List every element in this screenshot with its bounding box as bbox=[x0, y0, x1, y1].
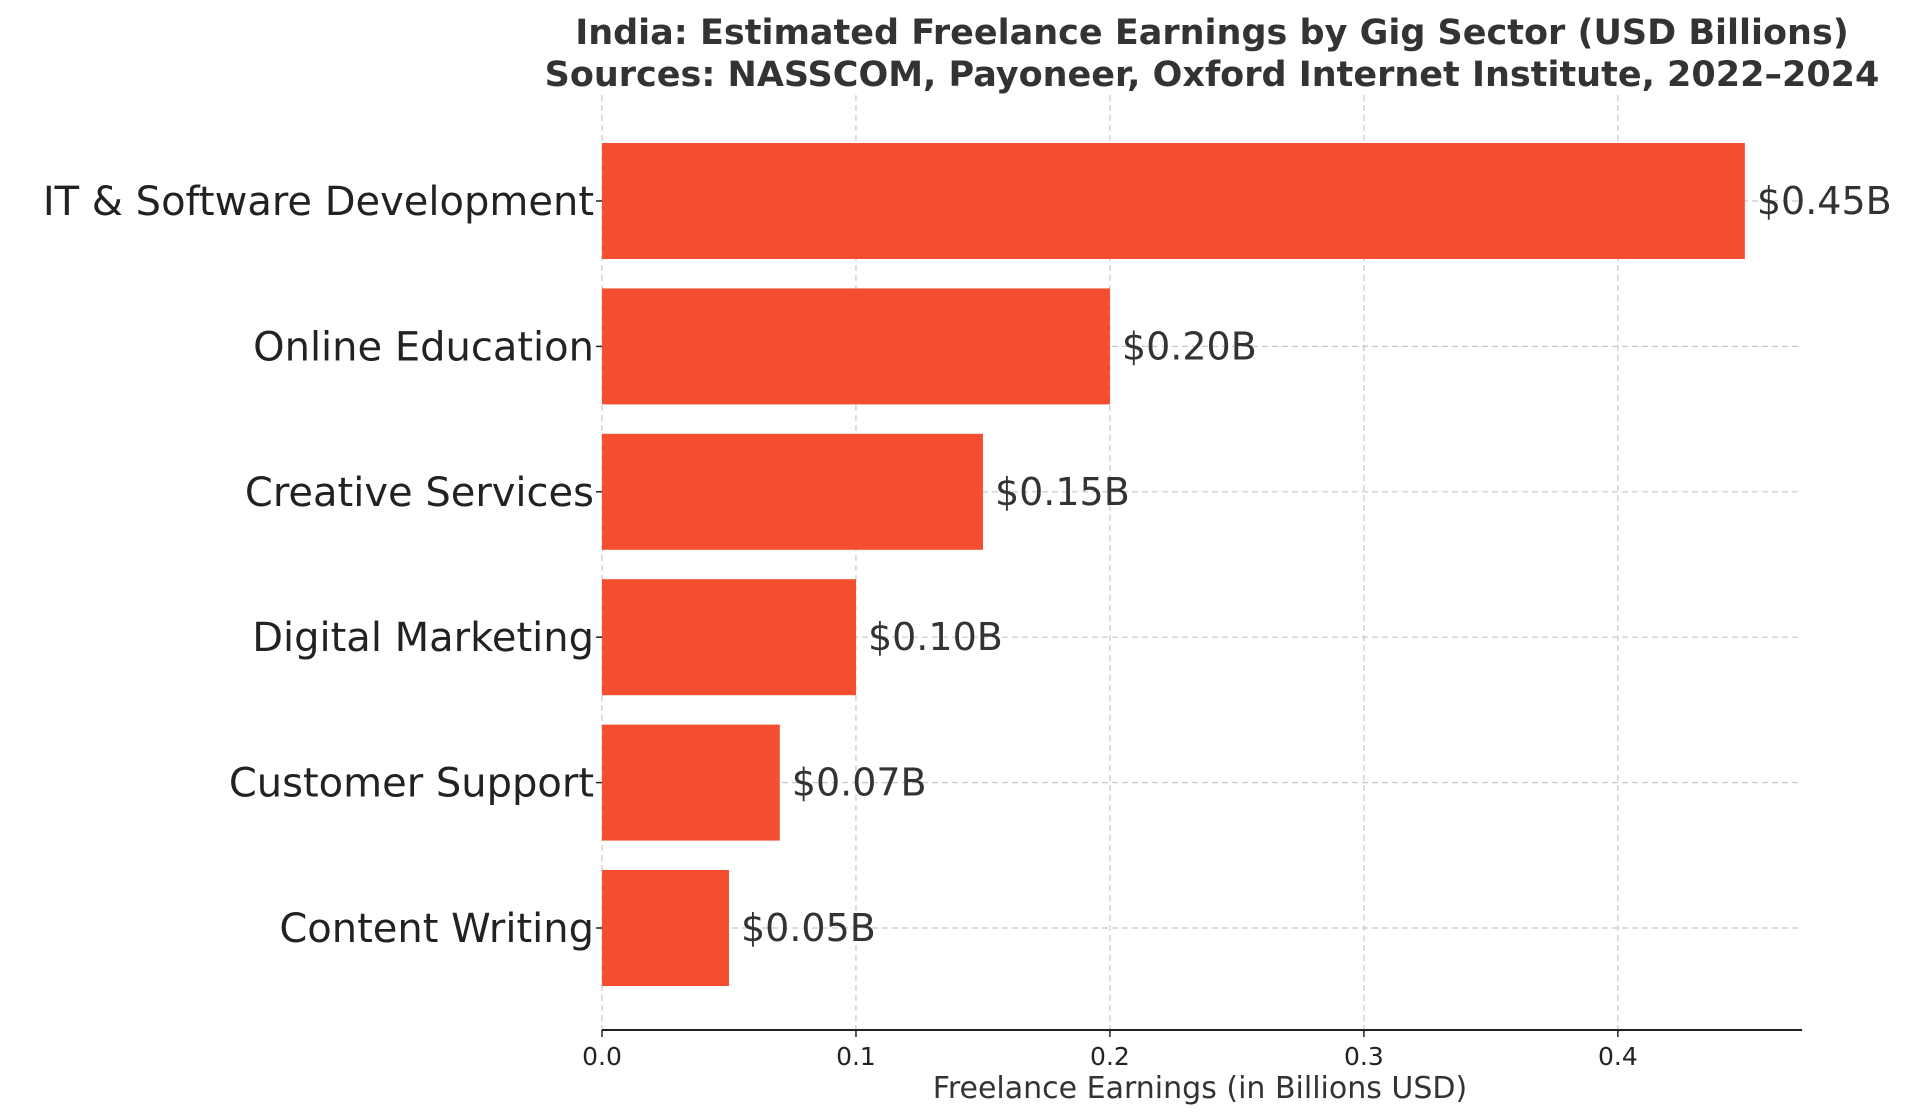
value-label: $0.15B bbox=[995, 470, 1130, 514]
x-tick-label: 0.3 bbox=[1344, 1042, 1384, 1071]
x-tick-label: 0.0 bbox=[582, 1042, 622, 1071]
value-label: $0.45B bbox=[1757, 179, 1892, 223]
x-axis: 0.0 0.1 0.2 0.3 0.4 bbox=[582, 200, 1802, 1071]
category-label: Customer Support bbox=[229, 761, 594, 807]
bars: IT & Software Development $0.45B Online Ed… bbox=[43, 143, 1892, 986]
x-tick-label: 0.1 bbox=[836, 1042, 876, 1071]
value-label: $0.10B bbox=[868, 615, 1003, 659]
bar bbox=[602, 288, 1110, 405]
value-label: $0.07B bbox=[792, 761, 927, 805]
category-label: Creative Services bbox=[245, 470, 594, 516]
bar bbox=[602, 870, 729, 986]
x-axis-label: Freelance Earnings (in Billions USD) bbox=[933, 1071, 1467, 1106]
value-label: $0.20B bbox=[1122, 324, 1257, 368]
category-label: Digital Marketing bbox=[252, 615, 594, 661]
chart-subtitle: Sources: NASSCOM, Payoneer, Oxford Inter… bbox=[545, 55, 1880, 95]
bar bbox=[602, 433, 983, 550]
category-label: IT & Software Development bbox=[43, 179, 594, 225]
value-label: $0.05B bbox=[741, 906, 876, 950]
x-tick-label: 0.2 bbox=[1090, 1042, 1130, 1071]
category-label: Online Education bbox=[253, 324, 594, 370]
bar bbox=[602, 724, 780, 841]
chart-title: India: Estimated Freelance Earnings by G… bbox=[575, 13, 1849, 53]
category-label: Content Writing bbox=[279, 906, 594, 952]
bar bbox=[602, 579, 856, 696]
bar bbox=[602, 143, 1745, 259]
x-tick-label: 0.4 bbox=[1598, 1042, 1638, 1071]
